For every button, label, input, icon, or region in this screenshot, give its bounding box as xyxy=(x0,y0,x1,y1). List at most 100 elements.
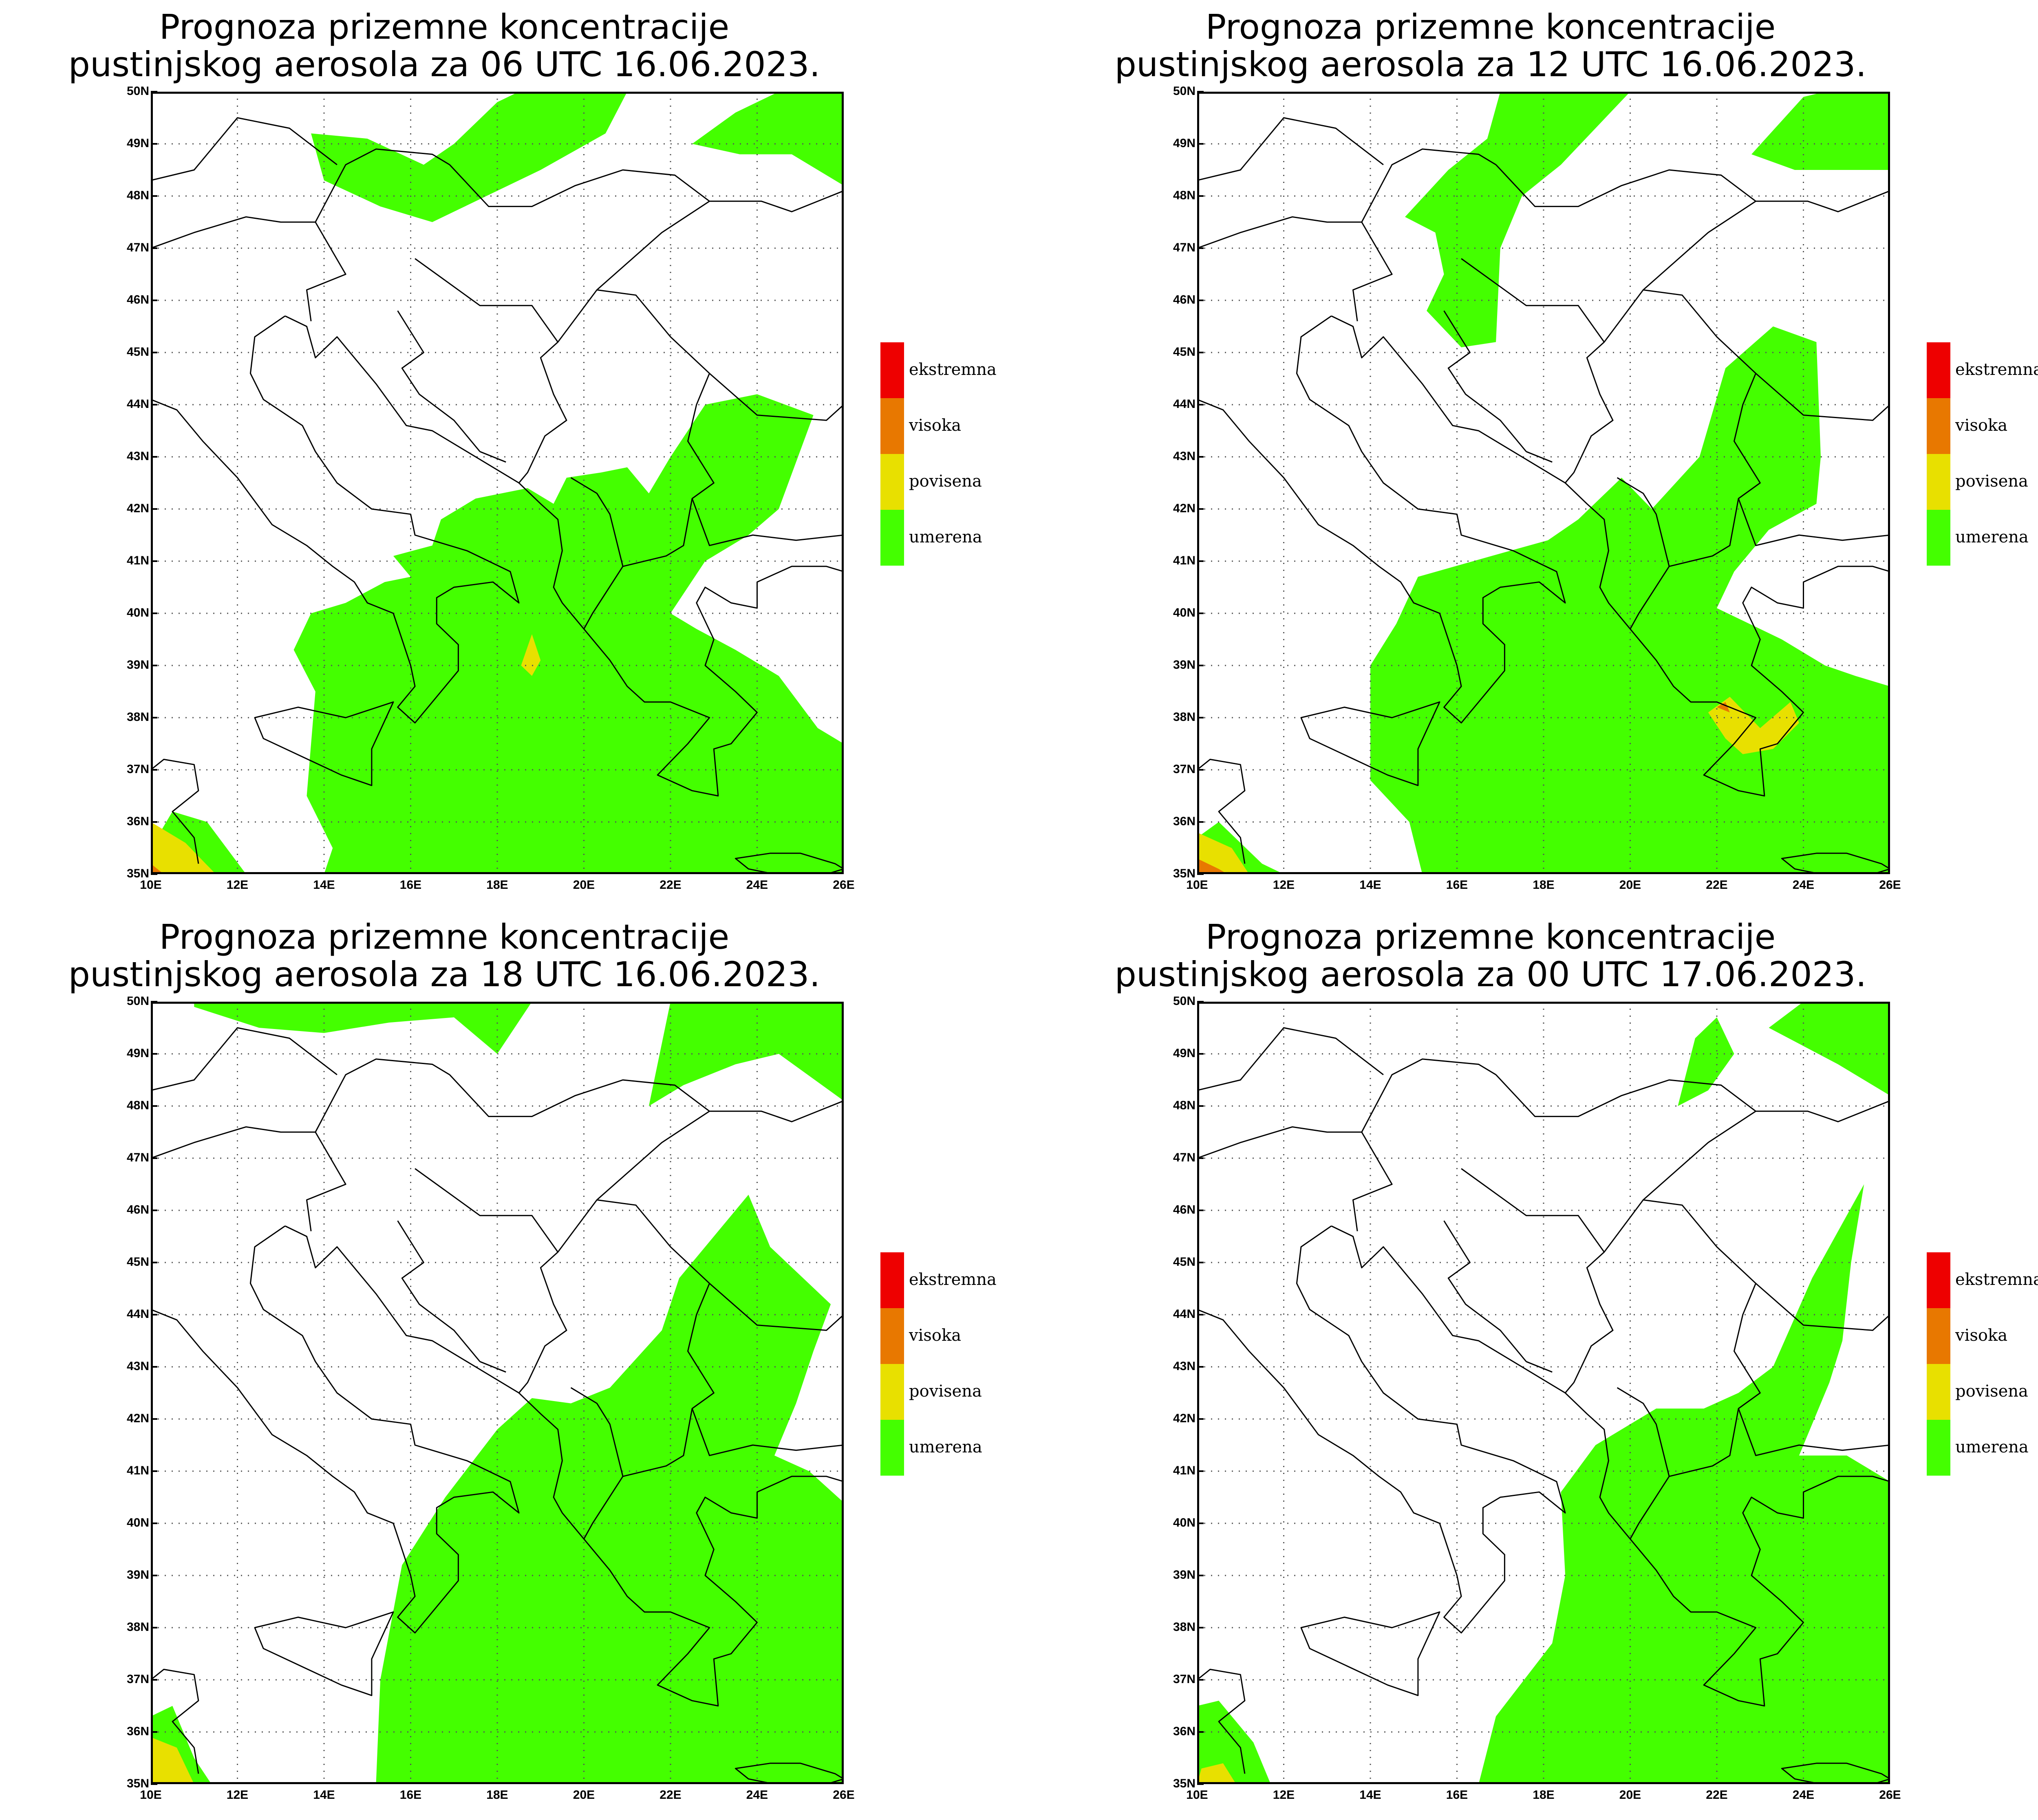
latitude-tick xyxy=(1197,1366,1204,1368)
latitude-tick xyxy=(1197,613,1204,614)
latitude-tick xyxy=(1197,1001,1204,1003)
latitude-tick xyxy=(151,1627,157,1628)
latitude-tick xyxy=(151,1366,157,1368)
country-border xyxy=(449,1074,844,1122)
latitude-label: 37N xyxy=(1173,1672,1195,1686)
country-border xyxy=(1495,1074,1890,1122)
legend-swatch-povisena xyxy=(880,1364,904,1420)
latitude-label: 38N xyxy=(1173,710,1195,724)
latitude-label: 40N xyxy=(126,606,149,619)
latitude-tick xyxy=(1197,1523,1204,1524)
longitude-label: 22E xyxy=(659,878,682,892)
latitude-tick xyxy=(1197,769,1204,771)
map-canvas xyxy=(1197,92,1890,874)
legend-label: umerena xyxy=(1955,1438,2029,1456)
latitude-tick xyxy=(151,1314,157,1315)
concentration-area-umerena xyxy=(194,1002,532,1054)
legend: ekstremna visoka povisena umerena xyxy=(880,342,1043,571)
country-border xyxy=(151,117,337,181)
latitude-label: 50N xyxy=(1173,84,1195,98)
longitude-label: 20E xyxy=(573,878,595,892)
concentration-area-umerena xyxy=(1405,92,1630,348)
longitude-label: 12E xyxy=(1273,1788,1295,1802)
coastline xyxy=(1331,315,1890,797)
country-border xyxy=(1738,1408,1890,1456)
panel-title-line2: pustinjskog aerosola za 12 UTC 16.06.202… xyxy=(1114,44,1867,84)
longitude-label: 16E xyxy=(399,878,422,892)
country-border xyxy=(1443,310,1527,452)
latitude-tick xyxy=(1197,821,1204,823)
legend-label: ekstremna xyxy=(1955,360,2038,379)
latitude-label: 43N xyxy=(1173,449,1195,463)
panel-title: Prognoza prizemne koncentracije pustinjsk… xyxy=(1063,8,1919,83)
latitude-label: 42N xyxy=(1173,502,1195,515)
latitude-label: 39N xyxy=(1173,658,1195,672)
panel-title-line2: pustinjskog aerosola za 06 UTC 16.06.202… xyxy=(68,44,820,84)
latitude-label: 47N xyxy=(126,1151,149,1164)
latitude-tick xyxy=(1197,404,1204,405)
latitude-label: 36N xyxy=(126,815,149,828)
panel-title-line2: pustinjskog aerosola za 00 UTC 17.06.202… xyxy=(1114,954,1867,994)
latitude-tick xyxy=(1197,717,1204,718)
legend-label: povisena xyxy=(1955,472,2028,491)
latitude-tick xyxy=(151,1157,157,1159)
legend-label: umerena xyxy=(909,1438,982,1456)
longitude-label: 12E xyxy=(226,1788,249,1802)
country-border xyxy=(479,451,506,463)
legend-swatch-visoka xyxy=(1927,398,1950,454)
country-border xyxy=(1352,1132,1393,1232)
longitude-label: 10E xyxy=(140,878,162,892)
latitude-label: 46N xyxy=(126,1203,149,1216)
longitude-label: 14E xyxy=(313,1788,335,1802)
coastline xyxy=(151,315,520,724)
latitude-label: 42N xyxy=(126,502,149,515)
legend-label: visoka xyxy=(909,1326,962,1345)
latitude-tick xyxy=(151,1679,157,1681)
map-canvas xyxy=(151,92,844,874)
country-border xyxy=(596,201,710,291)
latitude-label: 37N xyxy=(126,762,149,776)
longitude-label: 24E xyxy=(746,1788,768,1802)
latitude-label: 40N xyxy=(126,1516,149,1529)
country-border xyxy=(583,1476,624,1540)
latitude-tick xyxy=(151,300,157,301)
legend: ekstremna visoka povisena umerena xyxy=(1927,1252,2038,1481)
latitude-tick xyxy=(1197,1105,1204,1107)
latitude-label: 50N xyxy=(1173,994,1195,1008)
latitude-tick xyxy=(151,1783,157,1785)
panel-title: Prognoza prizemne koncentracije pustinjsk… xyxy=(16,918,872,993)
country-border xyxy=(1197,1027,1384,1091)
coastline xyxy=(1781,1763,1890,1784)
latitude-tick xyxy=(1197,1783,1204,1785)
latitude-tick xyxy=(1197,300,1204,301)
country-border xyxy=(1526,1361,1553,1373)
legend-swatch-umerena xyxy=(1927,1420,1950,1476)
longitude-label: 22E xyxy=(1706,1788,1728,1802)
latitude-label: 43N xyxy=(126,449,149,463)
coastline xyxy=(1197,315,1566,724)
latitude-tick xyxy=(151,873,157,875)
legend: ekstremna visoka povisena umerena xyxy=(1927,342,2038,571)
longitude-label: 10E xyxy=(1186,1788,1208,1802)
coastline xyxy=(1300,701,1440,786)
concentration-area-umerena xyxy=(1751,92,1890,170)
country-border xyxy=(1197,1058,1496,1159)
latitude-label: 41N xyxy=(1173,554,1195,567)
concentration-area-umerena xyxy=(293,394,844,874)
latitude-tick xyxy=(151,1575,157,1576)
country-border xyxy=(397,310,481,452)
coastline xyxy=(1300,1611,1440,1696)
map-area xyxy=(1197,1002,1890,1784)
legend-label: povisena xyxy=(909,472,982,491)
latitude-label: 44N xyxy=(126,397,149,411)
country-border xyxy=(1443,1220,1527,1362)
concentration-area-povisena xyxy=(1197,1763,1236,1784)
latitude-tick xyxy=(151,560,157,562)
latitude-tick xyxy=(1197,1627,1204,1628)
latitude-tick xyxy=(1197,91,1204,93)
latitude-label: 35N xyxy=(1173,1777,1195,1790)
country-border xyxy=(1197,117,1384,181)
concentration-area-umerena xyxy=(376,1194,844,1784)
latitude-label: 35N xyxy=(126,1777,149,1790)
latitude-label: 46N xyxy=(1173,293,1195,306)
